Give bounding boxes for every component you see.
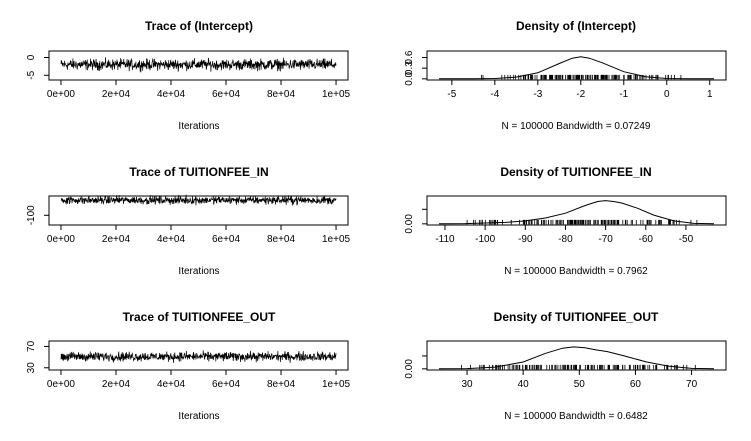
x-tick-label: -100 <box>475 234 495 245</box>
x-axis-label: N = 100000 Bandwidth = 0.6482 <box>504 411 648 422</box>
x-tick-label: 30 <box>461 379 473 390</box>
panel-title: Density of (Intercept) <box>516 19 636 33</box>
x-tick-label: 2e+04 <box>102 234 131 245</box>
x-tick-label: -3 <box>533 89 542 100</box>
x-tick-label: 50 <box>574 379 586 390</box>
x-tick-label: 70 <box>686 379 698 390</box>
panel-density-tuitionfee-out: Density of TUITIONFEE_OUT N = 100000 Ban… <box>404 310 727 422</box>
x-tick-label: 6e+04 <box>212 234 241 245</box>
trace-line <box>60 350 337 363</box>
x-tick-label: 0e+00 <box>47 234 76 245</box>
x-tick-label: 6e+04 <box>212 89 241 100</box>
x-tick-label: 1e+05 <box>322 89 351 100</box>
panel-title: Density of TUITIONFEE_OUT <box>494 310 659 324</box>
x-tick-label: 4e+04 <box>157 89 186 100</box>
trace-line <box>60 57 337 73</box>
panel-title: Trace of TUITIONFEE_OUT <box>123 310 276 324</box>
x-tick-label: -70 <box>598 234 613 245</box>
y-tick-label: 0.6 <box>404 50 415 64</box>
rug-marks <box>466 219 698 225</box>
x-tick-label: 8e+04 <box>267 234 296 245</box>
x-axis-label: Iterations <box>178 411 219 422</box>
x-tick-label: 4e+04 <box>157 234 186 245</box>
y-tick-label: 0.00 <box>404 359 415 379</box>
x-tick-label: 0e+00 <box>47 89 76 100</box>
y-tick-label: 70 <box>26 340 37 352</box>
y-tick-label: 0.3 <box>404 61 415 75</box>
x-tick-label: -90 <box>518 234 533 245</box>
y-tick-label: 30 <box>26 362 37 374</box>
x-tick-label: -80 <box>558 234 573 245</box>
panel-density-intercept: Density of (Intercept) N = 100000 Bandwi… <box>404 19 727 132</box>
panel-title: Trace of TUITIONFEE_IN <box>129 165 268 179</box>
y-tick-label: 0 <box>26 54 37 60</box>
x-axis-label: Iterations <box>178 121 219 132</box>
rug-marks <box>461 364 696 370</box>
x-tick-label: -1 <box>619 89 628 100</box>
x-tick-label: 0 <box>664 89 670 100</box>
x-tick-label: 6e+04 <box>212 379 241 390</box>
x-tick-label: 0e+00 <box>47 379 76 390</box>
x-tick-label: 1e+05 <box>322 379 351 390</box>
x-tick-label: 2e+04 <box>102 89 131 100</box>
x-axis-label: N = 100000 Bandwidth = 0.07249 <box>501 121 650 132</box>
x-axis-label: N = 100000 Bandwidth = 0.7962 <box>504 266 648 277</box>
panel-trace-tuitionfee-in: Trace of TUITIONFEE_IN Iterations 0e+00 2… <box>26 165 351 277</box>
x-tick-label: 8e+04 <box>267 89 296 100</box>
x-tick-label: -60 <box>639 234 654 245</box>
panel-density-tuitionfee-in: Density of TUITIONFEE_IN N = 100000 Band… <box>404 165 727 277</box>
panel-trace-intercept: Trace of (Intercept) Iterations 0e+00 2e+… <box>26 19 351 132</box>
y-tick-label: 0.0 <box>404 71 415 85</box>
y-tick-label: -5 <box>26 70 37 79</box>
x-tick-label: -50 <box>679 234 694 245</box>
density-curve <box>438 200 715 225</box>
panel-title: Trace of (Intercept) <box>145 19 253 33</box>
x-tick-label: -2 <box>576 89 585 100</box>
trace-line <box>60 194 337 206</box>
x-tick-label: 1e+05 <box>322 234 351 245</box>
panel-trace-tuitionfee-out: Trace of TUITIONFEE_OUT Iterations 0e+00… <box>26 310 351 422</box>
y-tick-label: 0.00 <box>404 214 415 234</box>
x-tick-label: 40 <box>518 379 530 390</box>
x-tick-label: 8e+04 <box>267 379 296 390</box>
x-tick-label: 2e+04 <box>102 379 131 390</box>
x-axis-label: Iterations <box>178 266 219 277</box>
x-tick-label: -5 <box>447 89 456 100</box>
x-tick-label: 1 <box>707 89 713 100</box>
x-tick-label: -4 <box>490 89 499 100</box>
x-tick-label: 60 <box>630 379 642 390</box>
rug-marks <box>481 74 682 80</box>
x-tick-label: 4e+04 <box>157 379 186 390</box>
x-tick-label: -110 <box>435 234 455 245</box>
panel-title: Density of TUITIONFEE_IN <box>500 165 651 179</box>
y-tick-label: -100 <box>26 205 37 225</box>
